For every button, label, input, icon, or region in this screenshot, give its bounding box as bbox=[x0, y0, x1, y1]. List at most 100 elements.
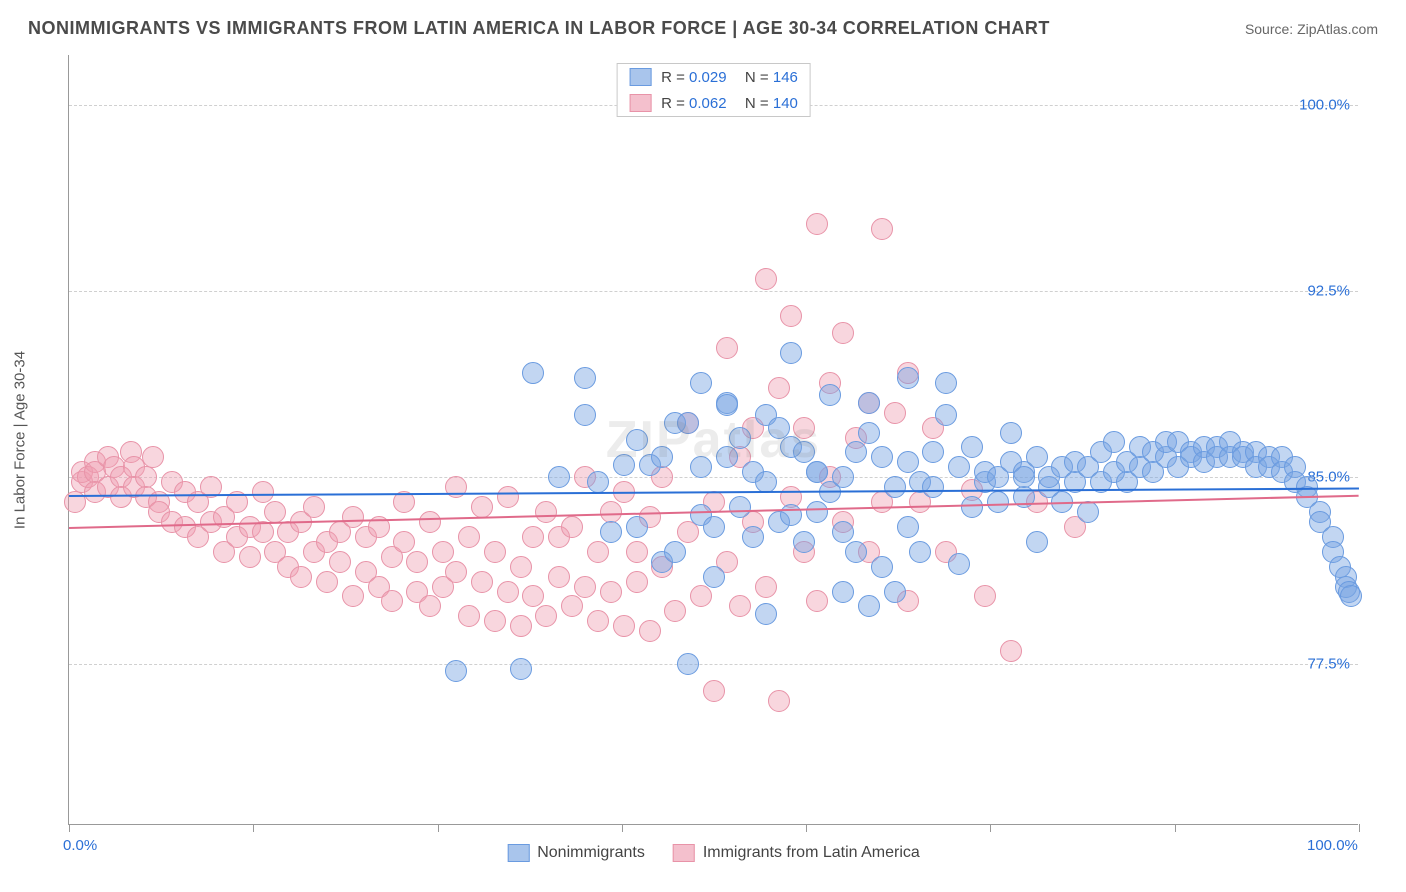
scatter-marker bbox=[832, 581, 854, 603]
scatter-marker bbox=[690, 585, 712, 607]
scatter-marker bbox=[600, 581, 622, 603]
scatter-marker bbox=[974, 585, 996, 607]
scatter-marker bbox=[677, 653, 699, 675]
scatter-marker bbox=[522, 526, 544, 548]
scatter-marker bbox=[626, 541, 648, 563]
scatter-marker bbox=[626, 516, 648, 538]
scatter-marker bbox=[574, 576, 596, 598]
scatter-marker bbox=[755, 268, 777, 290]
scatter-marker bbox=[458, 605, 480, 627]
scatter-marker bbox=[806, 590, 828, 612]
scatter-marker bbox=[780, 504, 802, 526]
scatter-marker bbox=[832, 322, 854, 344]
scatter-marker bbox=[948, 553, 970, 575]
scatter-marker bbox=[1103, 431, 1125, 453]
scatter-marker bbox=[316, 571, 338, 593]
scatter-marker bbox=[987, 491, 1009, 513]
gridline bbox=[69, 291, 1358, 292]
x-tick bbox=[1359, 824, 1360, 832]
scatter-marker bbox=[858, 392, 880, 414]
scatter-marker bbox=[832, 466, 854, 488]
scatter-marker bbox=[935, 404, 957, 426]
n-label: N = 140 bbox=[737, 95, 798, 112]
scatter-marker bbox=[561, 516, 583, 538]
scatter-marker bbox=[1013, 466, 1035, 488]
scatter-marker bbox=[884, 581, 906, 603]
chart-container: In Labor Force | Age 30-34 ZIPatlas R = … bbox=[50, 55, 1380, 825]
gridline bbox=[69, 664, 1358, 665]
scatter-marker bbox=[587, 610, 609, 632]
scatter-marker bbox=[342, 506, 364, 528]
scatter-marker bbox=[510, 658, 532, 680]
scatter-marker bbox=[755, 603, 777, 625]
scatter-marker bbox=[780, 305, 802, 327]
scatter-marker bbox=[1026, 446, 1048, 468]
scatter-marker bbox=[690, 372, 712, 394]
scatter-marker bbox=[703, 566, 725, 588]
scatter-marker bbox=[858, 422, 880, 444]
scatter-marker bbox=[613, 615, 635, 637]
scatter-marker bbox=[600, 521, 622, 543]
x-tick bbox=[438, 824, 439, 832]
scatter-marker bbox=[871, 556, 893, 578]
scatter-marker bbox=[639, 620, 661, 642]
scatter-marker bbox=[677, 412, 699, 434]
scatter-marker bbox=[780, 342, 802, 364]
scatter-marker bbox=[871, 446, 893, 468]
scatter-marker bbox=[548, 566, 570, 588]
scatter-marker bbox=[497, 486, 519, 508]
scatter-marker bbox=[626, 429, 648, 451]
scatter-marker bbox=[845, 441, 867, 463]
scatter-marker bbox=[909, 541, 931, 563]
scatter-marker bbox=[755, 471, 777, 493]
scatter-marker bbox=[793, 441, 815, 463]
scatter-marker bbox=[716, 446, 738, 468]
scatter-marker bbox=[587, 541, 609, 563]
y-tick-label: 92.5% bbox=[1307, 282, 1350, 299]
gridline bbox=[69, 477, 1358, 478]
scatter-marker bbox=[535, 605, 557, 627]
scatter-marker bbox=[858, 595, 880, 617]
scatter-marker bbox=[510, 556, 532, 578]
scatter-marker bbox=[626, 571, 648, 593]
scatter-marker bbox=[419, 511, 441, 533]
legend-correlation: R = 0.029 N = 146R = 0.062 N = 140 bbox=[616, 63, 811, 117]
scatter-marker bbox=[871, 218, 893, 240]
scatter-marker bbox=[793, 417, 815, 439]
scatter-marker bbox=[303, 496, 325, 518]
scatter-marker bbox=[135, 466, 157, 488]
scatter-marker bbox=[471, 571, 493, 593]
scatter-marker bbox=[142, 446, 164, 468]
r-label: R = 0.029 bbox=[661, 69, 726, 86]
x-tick bbox=[253, 824, 254, 832]
scatter-marker bbox=[897, 451, 919, 473]
scatter-marker bbox=[806, 461, 828, 483]
scatter-marker bbox=[510, 615, 532, 637]
x-tick-label: 0.0% bbox=[63, 837, 97, 854]
legend-swatch bbox=[507, 844, 529, 862]
scatter-marker bbox=[252, 481, 274, 503]
scatter-marker bbox=[961, 436, 983, 458]
scatter-marker bbox=[458, 526, 480, 548]
scatter-marker bbox=[729, 427, 751, 449]
scatter-marker bbox=[884, 476, 906, 498]
x-tick-label: 100.0% bbox=[1307, 837, 1358, 854]
scatter-marker bbox=[522, 585, 544, 607]
n-label: N = 146 bbox=[737, 69, 798, 86]
scatter-marker bbox=[845, 541, 867, 563]
scatter-marker bbox=[548, 466, 570, 488]
scatter-marker bbox=[664, 541, 686, 563]
legend-correlation-row: R = 0.029 N = 146 bbox=[617, 64, 810, 90]
source-link[interactable]: ZipAtlas.com bbox=[1297, 21, 1378, 37]
scatter-marker bbox=[535, 501, 557, 523]
scatter-marker bbox=[342, 585, 364, 607]
scatter-marker bbox=[1340, 585, 1362, 607]
scatter-marker bbox=[755, 576, 777, 598]
source-label: Source: ZipAtlas.com bbox=[1245, 21, 1378, 37]
legend-series-item: Nonimmigrants bbox=[507, 844, 645, 862]
scatter-marker bbox=[832, 521, 854, 543]
scatter-marker bbox=[884, 402, 906, 424]
scatter-marker bbox=[948, 456, 970, 478]
scatter-marker bbox=[897, 367, 919, 389]
scatter-marker bbox=[768, 377, 790, 399]
